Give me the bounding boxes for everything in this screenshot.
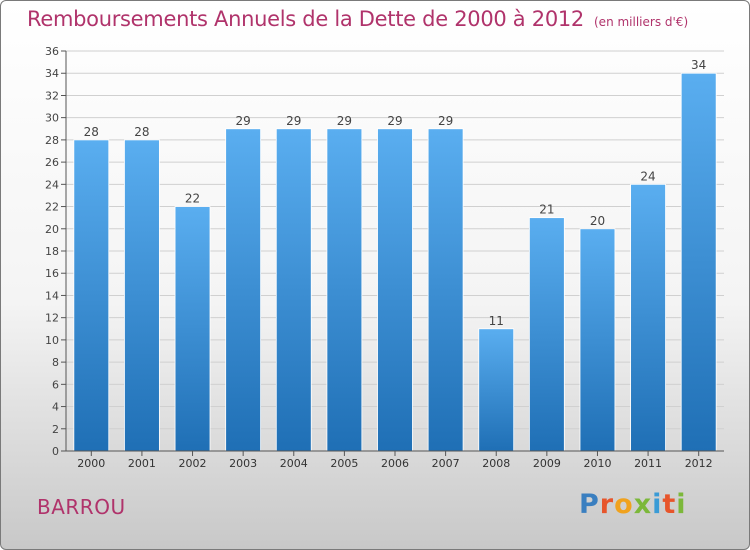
logo-letter: P: [579, 489, 600, 520]
data-label: 29: [337, 114, 352, 128]
x-tick-label: 2001: [128, 457, 156, 470]
logo-letter: x: [633, 489, 653, 520]
data-label: 29: [236, 114, 251, 128]
bar: [174, 206, 211, 452]
x-tick-label: 2000: [77, 457, 105, 470]
bar: [124, 139, 160, 452]
logo-letter: o: [614, 489, 634, 520]
y-tick-label: 30: [45, 112, 59, 125]
x-tick-label: 2009: [533, 457, 561, 470]
x-tick-label: 2012: [685, 457, 713, 470]
brand-logo: Proxiti: [579, 489, 687, 520]
data-label: 28: [134, 125, 149, 139]
x-tick-label: 2003: [229, 457, 257, 470]
x-tick-label: 2007: [432, 457, 460, 470]
title-row: Remboursements Annuels de la Dette de 20…: [27, 7, 688, 31]
logo-letter: i: [676, 489, 687, 520]
logo-letter: t: [662, 489, 677, 520]
data-label: 29: [438, 114, 453, 128]
bar: [377, 128, 413, 452]
logo-letter: r: [599, 489, 615, 520]
bar: [478, 328, 515, 452]
bar: [326, 128, 363, 452]
y-tick-label: 6: [52, 378, 59, 391]
y-tick-label: 20: [45, 223, 59, 236]
bar: [528, 217, 565, 452]
data-label: 34: [691, 58, 706, 72]
x-tick-label: 2008: [482, 457, 510, 470]
bar: [579, 228, 616, 452]
y-tick-label: 22: [45, 201, 59, 214]
bars: [73, 72, 717, 452]
x-tick-label: 2005: [330, 457, 358, 470]
bar: [73, 139, 110, 452]
city-name: BARROU: [37, 495, 126, 519]
y-tick-label: 16: [45, 267, 59, 280]
chart-title: Remboursements Annuels de la Dette de 20…: [27, 7, 584, 31]
y-tick-label: 24: [45, 178, 59, 191]
axes: [61, 50, 724, 456]
bar: [630, 183, 666, 452]
bar: [275, 128, 312, 452]
x-tick-label: 2010: [583, 457, 611, 470]
x-tick-label: 2002: [179, 457, 207, 470]
bar: [225, 128, 262, 452]
x-tick-label: 2006: [381, 457, 409, 470]
data-label: 29: [286, 114, 301, 128]
bar: [427, 128, 464, 452]
y-tick-label: 28: [45, 134, 59, 147]
data-label: 22: [185, 192, 200, 206]
data-label: 29: [387, 114, 402, 128]
labels: 0246810121416182022242628303234362000282…: [45, 45, 713, 470]
bar: [680, 72, 717, 452]
y-tick-label: 12: [45, 312, 59, 325]
y-tick-label: 14: [45, 289, 59, 302]
y-tick-label: 8: [52, 356, 59, 369]
y-tick-label: 0: [52, 445, 59, 458]
data-label: 21: [539, 203, 554, 217]
logo-letter: i: [652, 489, 663, 520]
x-tick-label: 2004: [280, 457, 308, 470]
y-tick-label: 18: [45, 245, 59, 258]
data-label: 24: [640, 169, 655, 183]
y-tick-label: 34: [45, 67, 59, 80]
y-tick-label: 32: [45, 89, 59, 102]
data-label: 20: [590, 214, 605, 228]
x-tick-label: 2011: [634, 457, 662, 470]
data-label: 28: [84, 125, 99, 139]
y-tick-label: 36: [45, 45, 59, 58]
y-tick-label: 2: [52, 423, 59, 436]
data-label: 11: [489, 314, 504, 328]
y-tick-label: 10: [45, 334, 59, 347]
y-tick-label: 26: [45, 156, 59, 169]
chart-subtitle: (en milliers d'€): [594, 15, 689, 29]
y-tick-label: 4: [52, 401, 59, 414]
